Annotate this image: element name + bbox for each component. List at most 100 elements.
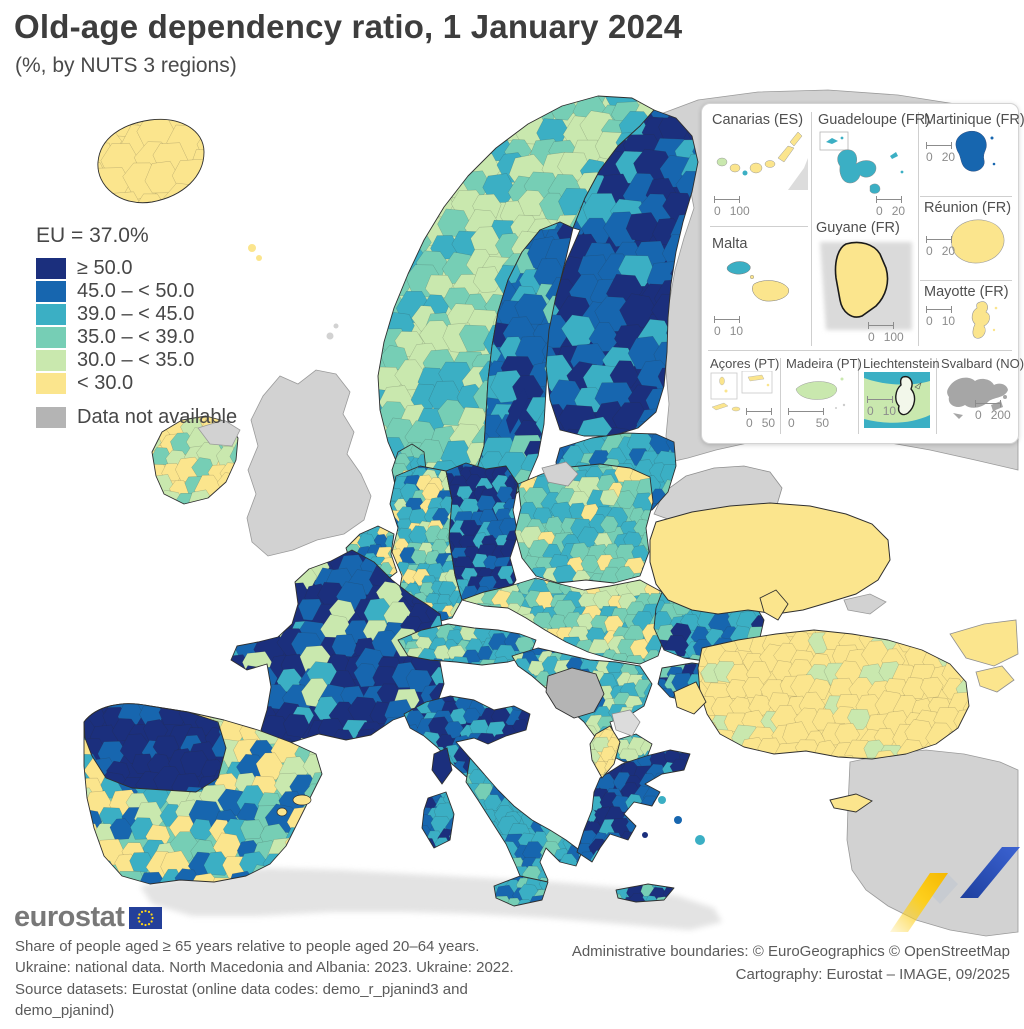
inset-map-liechtenstein <box>864 372 930 428</box>
legend-swatch <box>36 350 66 371</box>
inset-label: Madeira (PT) <box>786 356 862 371</box>
inset-canarias: Canarias (ES) 0 100 <box>712 112 808 224</box>
inset-map-madeira <box>795 377 846 409</box>
flat-countries <box>197 244 1019 845</box>
legend-row: 45.0 – < 50.0 <box>14 280 237 303</box>
inset-madeira: Madeira (PT) 0 50 <box>786 356 862 436</box>
legend-swatch <box>36 281 66 302</box>
legend-label: 30.0 – < 35.0 <box>77 349 195 371</box>
faroe <box>248 244 256 252</box>
inset-label: Malta <box>712 236 748 252</box>
inset-liechtenstein: Liechtenstein 0 10 <box>863 356 940 436</box>
shetland-2 <box>333 323 339 329</box>
inset-scalebar: 0 10 <box>714 316 752 338</box>
legend-swatch-no-data <box>36 407 66 428</box>
kosovo <box>611 709 641 737</box>
inset-martinique: Martinique (FR) 0 20 <box>924 112 1024 194</box>
aegean-island-2 <box>674 816 682 824</box>
page-title: Old-age dependency ratio, 1 January 2024 <box>14 8 683 45</box>
map-legend: EU = 37.0% ≥ 50.0 45.0 – < 50.0 39.0 – <… <box>14 224 237 429</box>
inset-label: Liechtenstein <box>863 356 940 371</box>
armenia <box>975 665 1015 693</box>
eu-flag-icon <box>129 906 163 929</box>
legend-row: 30.0 – < 35.0 <box>14 349 237 372</box>
inset-scalebar: 0 20 <box>926 142 964 164</box>
inset-scalebar: 0 10 <box>926 306 964 328</box>
faroe-2 <box>256 255 262 261</box>
legend-row: 35.0 – < 39.0 <box>14 326 237 349</box>
footnote-line: Share of people aged ≥ 65 years relative… <box>15 938 480 955</box>
inset-map-mayotte <box>971 301 998 339</box>
cyprus <box>829 793 873 813</box>
legend-row: ≥ 50.0 <box>14 257 237 280</box>
inset-scalebar: 0 10 <box>867 396 905 418</box>
gotland <box>506 388 528 434</box>
inset-label: Réunion (FR) <box>924 200 1012 216</box>
inset-label: Svalbard (NO) <box>941 356 1024 371</box>
map-credits: Administrative boundaries: © EuroGeograp… <box>572 941 1010 986</box>
eu-average-label: EU = 37.0% <box>36 224 149 247</box>
inset-guyane: Guyane (FR) 0 100 <box>816 220 916 346</box>
legend-swatch <box>36 327 66 348</box>
watermark-gray-fold <box>928 872 958 904</box>
inset-guadeloupe: Guadeloupe (FR) 0 20 <box>818 112 930 224</box>
aegean-island-4 <box>642 832 648 838</box>
inset-label: Açores (PT) <box>710 356 780 371</box>
legend-row: 39.0 – < 45.0 <box>14 303 237 326</box>
legend-label: 45.0 – < 50.0 <box>77 280 195 302</box>
legend-swatch <box>36 258 66 279</box>
legend-label: 39.0 – < 45.0 <box>77 303 195 325</box>
inset-reunion: Réunion (FR) 0 20 <box>924 200 1014 278</box>
legend-swatch <box>36 304 66 325</box>
inset-map-acores <box>710 370 773 412</box>
balearics <box>292 794 312 806</box>
inset-mayotte: Mayotte (FR) 0 10 <box>924 284 1014 346</box>
inset-map-canarias <box>716 131 808 190</box>
inset-scalebar: 0 50 <box>746 408 784 430</box>
eurostat-logo: eurostat <box>14 901 163 934</box>
crimea <box>843 593 887 615</box>
legend-row: < 30.0 <box>14 372 237 395</box>
aegean-island-3 <box>695 835 705 845</box>
inset-acores: Açores (PT) 0 50 <box>710 356 780 436</box>
legend-label-no-data: Data not available <box>77 406 238 428</box>
footnote-line: Source datasets: Eurostat (online data c… <box>15 980 468 998</box>
inset-scalebar: 0 50 <box>788 408 838 430</box>
north-africa <box>140 868 722 930</box>
inset-scalebar: 0 100 <box>714 196 759 218</box>
footnote-line: Ukraine: national data. North Macedonia … <box>15 959 514 977</box>
watermark-blue-stripe <box>960 847 1020 898</box>
eurostat-logo-text: eurostat <box>14 901 125 933</box>
inset-map-malta <box>726 261 790 302</box>
inset-scalebar: 0 20 <box>876 196 914 218</box>
legend-row-no-data: Data not available <box>14 406 237 429</box>
corsica <box>431 747 453 785</box>
inset-scalebar: 0 100 <box>868 322 913 344</box>
page-subtitle: (%, by NUTS 3 regions) <box>15 54 237 77</box>
inset-label: Martinique (FR) <box>924 112 1024 128</box>
legend-label: < 30.0 <box>77 372 134 394</box>
inset-map-guyane <box>820 241 912 330</box>
inset-scalebar: 0 200 <box>975 400 1020 422</box>
inset-map-guadeloupe <box>819 131 904 194</box>
watermark-yellow-stripe <box>890 873 948 932</box>
inset-svalbard: Svalbard (NO) 0 200 <box>941 356 1024 436</box>
middle-east <box>846 749 1019 937</box>
inset-scalebar: 0 20 <box>926 236 964 258</box>
kaliningrad <box>541 461 579 487</box>
georgia <box>949 619 1019 667</box>
shetland <box>326 332 334 340</box>
balearics-2 <box>276 807 288 817</box>
inset-label: Mayotte (FR) <box>924 284 1009 300</box>
moldova <box>759 589 789 621</box>
aegean-island <box>658 796 666 804</box>
eu-flag-field <box>129 906 163 929</box>
united-kingdom <box>246 369 372 557</box>
northern-ireland <box>197 419 241 447</box>
image-watermark <box>890 847 1020 932</box>
footnote-line: demo_pjanind) <box>15 1001 115 1019</box>
legend-swatch <box>36 373 66 394</box>
legend-label: 35.0 – < 39.0 <box>77 326 195 348</box>
inset-label: Guyane (FR) <box>816 220 900 236</box>
